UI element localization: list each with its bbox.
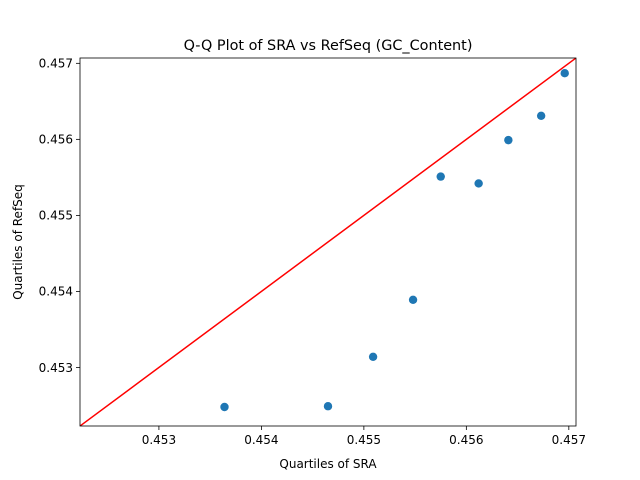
y-tick-label: 0.456 xyxy=(39,133,73,147)
y-tick-label: 0.453 xyxy=(39,361,73,375)
data-point xyxy=(323,402,333,411)
x-tick-label: 0.453 xyxy=(142,433,176,447)
data-point xyxy=(474,179,483,188)
reference-line xyxy=(80,58,576,426)
data-point xyxy=(560,69,569,78)
data-point xyxy=(408,295,418,304)
y-tick-label: 0.455 xyxy=(39,209,73,223)
plot-frame xyxy=(79,57,577,427)
data-point xyxy=(504,135,513,145)
x-tick-label: 0.456 xyxy=(449,433,483,447)
x-tick-label: 0.455 xyxy=(347,433,381,447)
data-point xyxy=(436,172,445,181)
y-axis-label: Quartiles of RefSeq xyxy=(11,184,25,300)
data-point xyxy=(220,402,229,412)
y-tick-label: 0.457 xyxy=(39,57,73,71)
data-point xyxy=(368,352,378,362)
x-tick-label: 0.454 xyxy=(244,433,278,447)
data-point xyxy=(536,111,546,120)
x-tick-label: 0.457 xyxy=(552,433,586,447)
chart-title: Q-Q Plot of SRA vs RefSeq (GC_Content) xyxy=(184,38,473,54)
y-tick-label: 0.454 xyxy=(39,285,73,299)
x-axis-label: Quartiles of SRA xyxy=(279,457,377,471)
plot-area: 0.453 0.454 0.455 0.456 0.457 0.453 0.454 0.455… xyxy=(39,57,586,447)
